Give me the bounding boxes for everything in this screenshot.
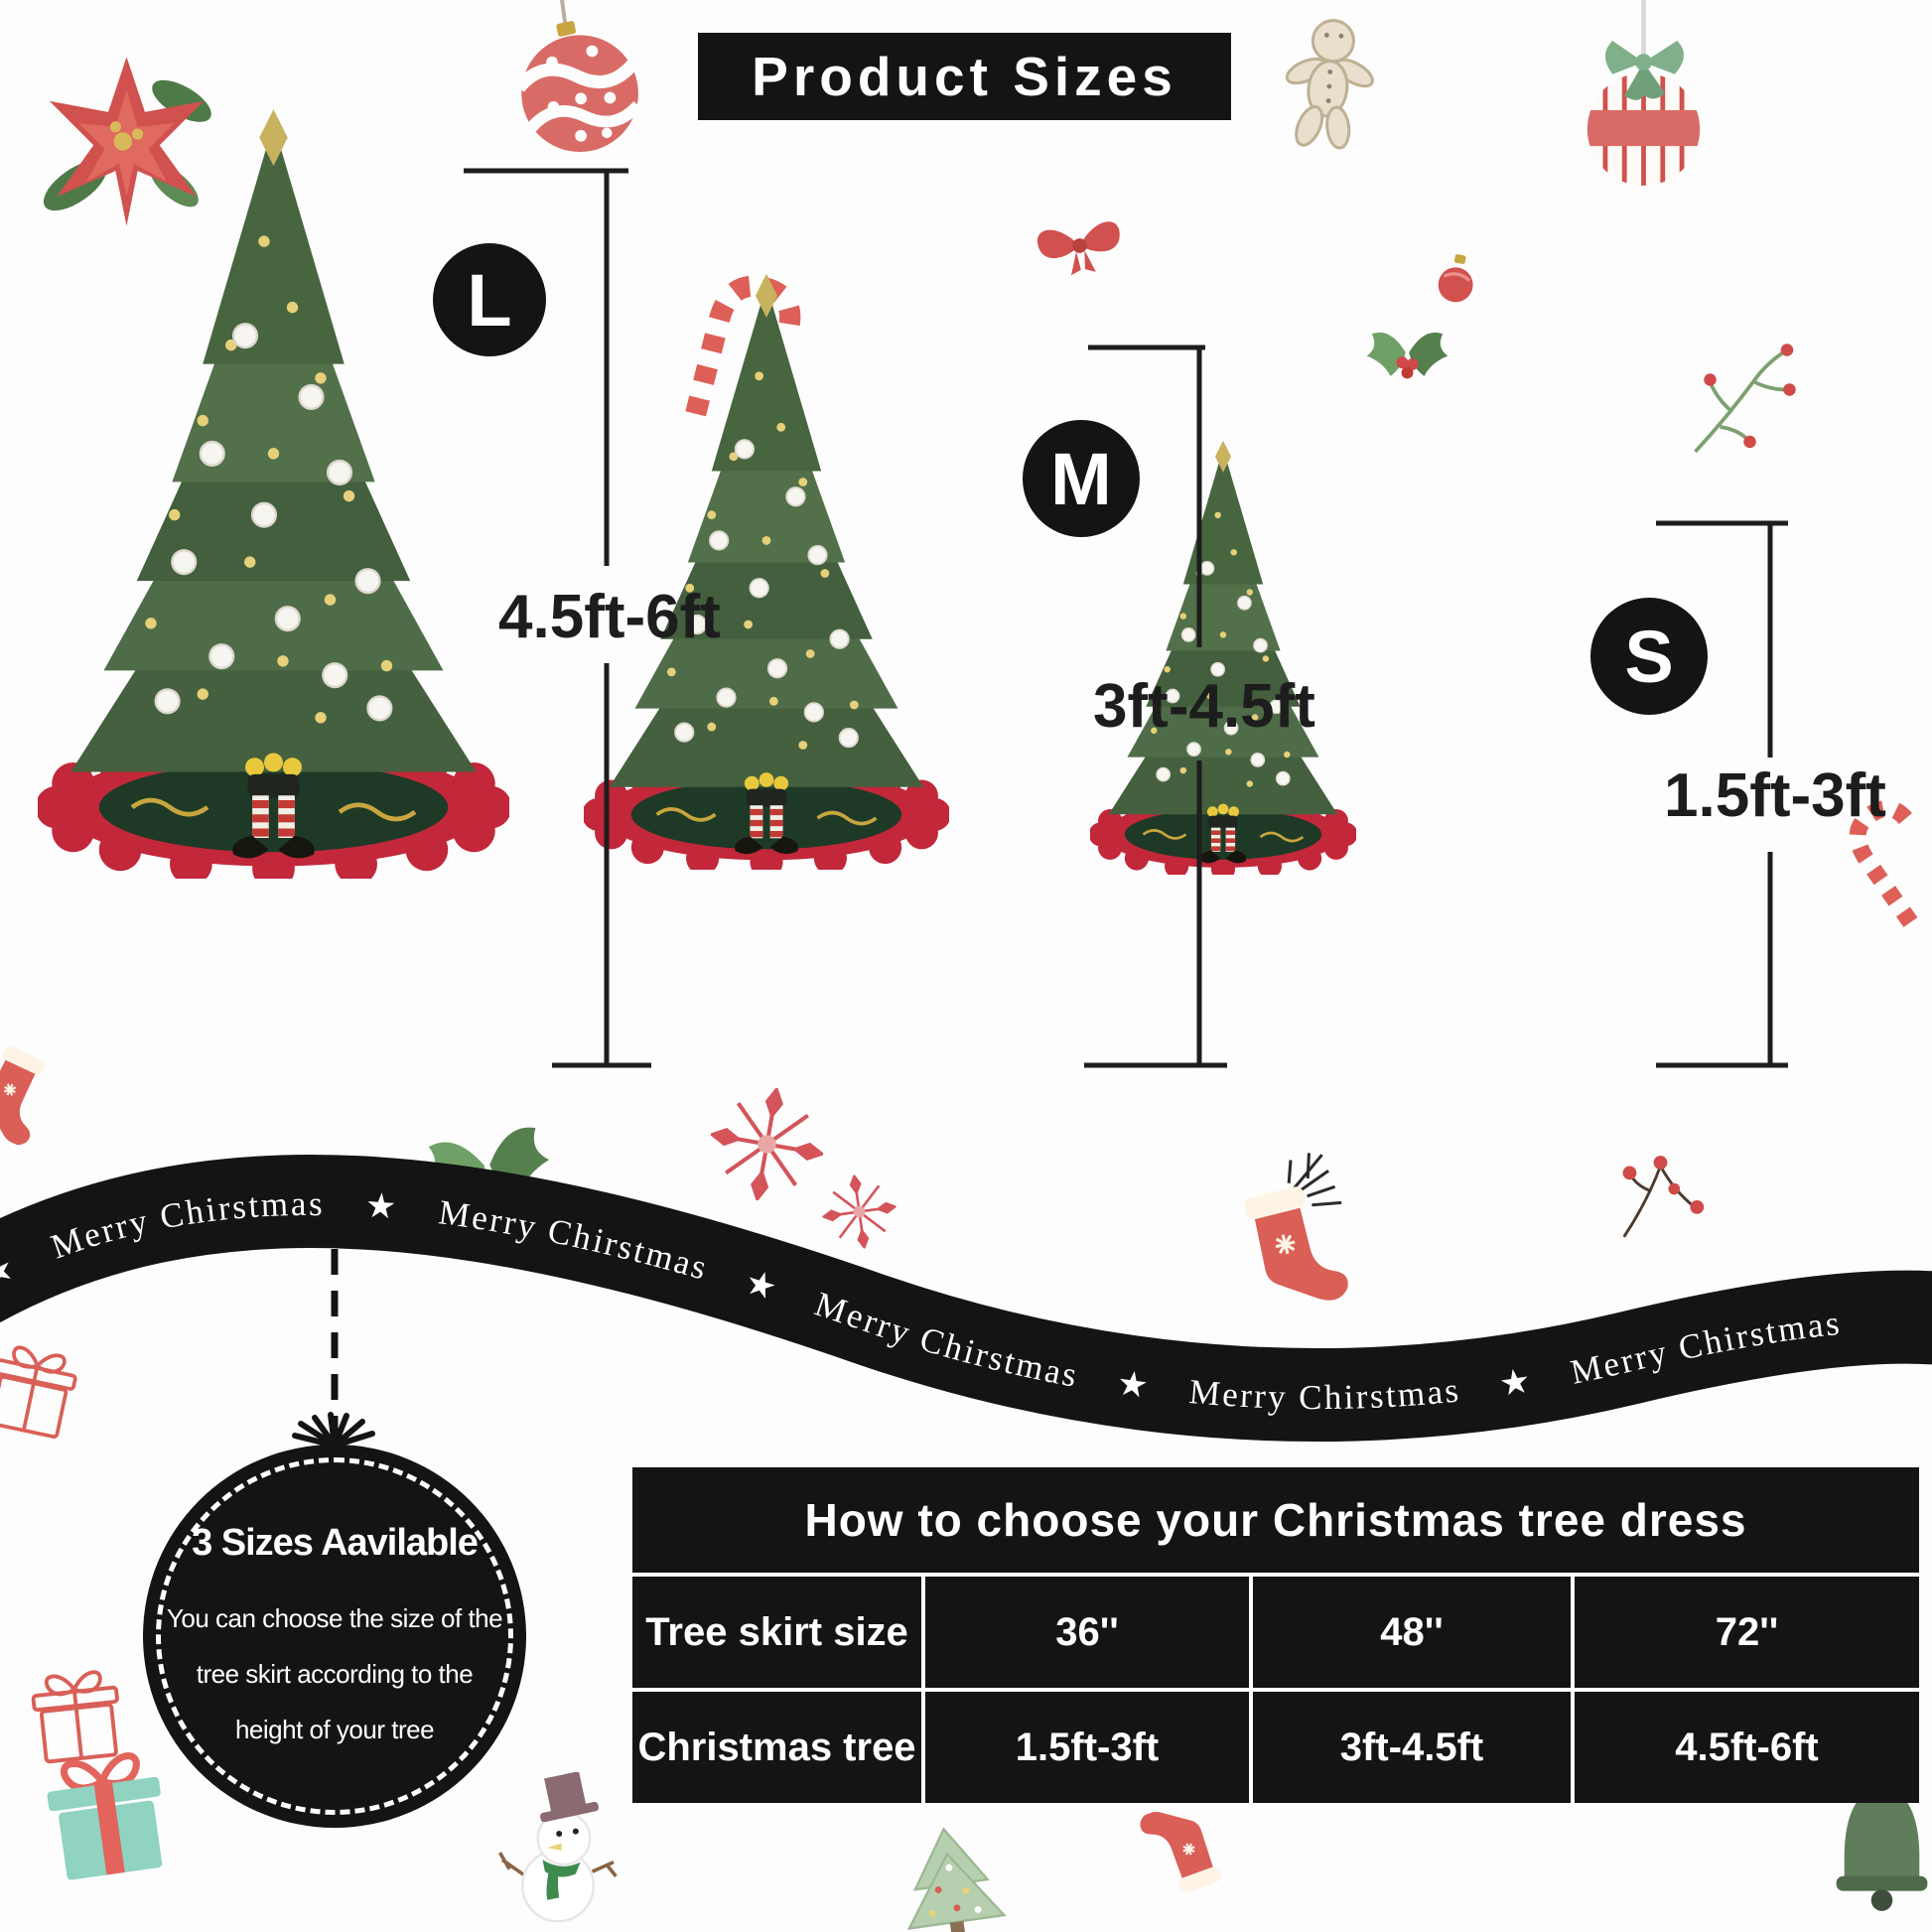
size-badge-medium: M — [1023, 420, 1140, 537]
table-cell: 72'' — [1575, 1577, 1919, 1688]
holly-icon — [1366, 332, 1449, 379]
note-line: You can choose the size of the — [166, 1603, 503, 1633]
size-badge-large: L — [433, 243, 546, 356]
snowflake-icon — [817, 1170, 901, 1254]
gift-outline-icon — [0, 1329, 98, 1450]
berry-sprig-icon — [1693, 342, 1798, 454]
page-title: Product Sizes — [752, 46, 1177, 107]
gingerbread-man-icon — [1271, 12, 1385, 159]
height-range-large: 4.5ft-6ft — [498, 583, 721, 651]
table-cell: 48'' — [1253, 1577, 1571, 1688]
gift-icon — [26, 1738, 187, 1891]
svg-text:★ Merry Chirstmas ★ Merry C: ★ Merry Chirstmas ★ Merry Chirstmas ★ Me… — [0, 1184, 1882, 1417]
table-cell: 3ft-4.5ft — [1253, 1692, 1571, 1803]
table-cell: 4.5ft-6ft — [1575, 1692, 1919, 1803]
height-range-medium: 3ft-4.5ft — [1093, 672, 1315, 741]
size-table: How to choose your Christmas tree dress … — [632, 1467, 1919, 1803]
table-row-header: Tree skirt size — [632, 1577, 921, 1688]
stocking-icon — [1135, 1795, 1224, 1902]
polka-dot-ornament-icon — [485, 0, 666, 173]
red-bow-icon — [1035, 219, 1125, 280]
note-ornament: 3 Sizes Aavilable You can choose the siz… — [143, 1445, 526, 1828]
note-line: tree skirt according to the — [196, 1659, 474, 1689]
ornament-fringe — [292, 1412, 375, 1449]
table-cell: 36'' — [925, 1577, 1249, 1688]
table-cell: 1.5ft-3ft — [925, 1692, 1249, 1803]
size-badge-small: S — [1590, 598, 1708, 715]
title-banner: Product Sizes — [698, 33, 1231, 120]
stocking-icon — [0, 1042, 64, 1150]
small-ornament-icon — [1434, 249, 1480, 307]
snowflake-icon — [701, 1078, 833, 1210]
note-title: 3 Sizes Aavilable — [192, 1522, 479, 1564]
ribbon-text: ★ Merry Chirstmas ★ Merry Chirstmas ★ Me… — [0, 1184, 1880, 1417]
christmas-tree-large — [38, 99, 509, 879]
height-range-small: 1.5ft-3ft — [1664, 761, 1886, 830]
holly-icon — [420, 1124, 556, 1216]
size-table-title: How to choose your Christmas tree dress — [632, 1467, 1919, 1573]
note-line: height of your tree — [234, 1715, 435, 1744]
table-row-header: Christmas tree — [632, 1692, 921, 1803]
stocking-pine-icon — [1234, 1147, 1366, 1317]
snowman-icon — [497, 1772, 619, 1924]
striped-bauble-bow-icon — [1567, 0, 1721, 204]
red-berries-icon — [1621, 1154, 1706, 1239]
dashed-border — [156, 1457, 513, 1815]
mini-tree-icon — [895, 1821, 1008, 1932]
christmas-tree-medium — [584, 271, 949, 870]
